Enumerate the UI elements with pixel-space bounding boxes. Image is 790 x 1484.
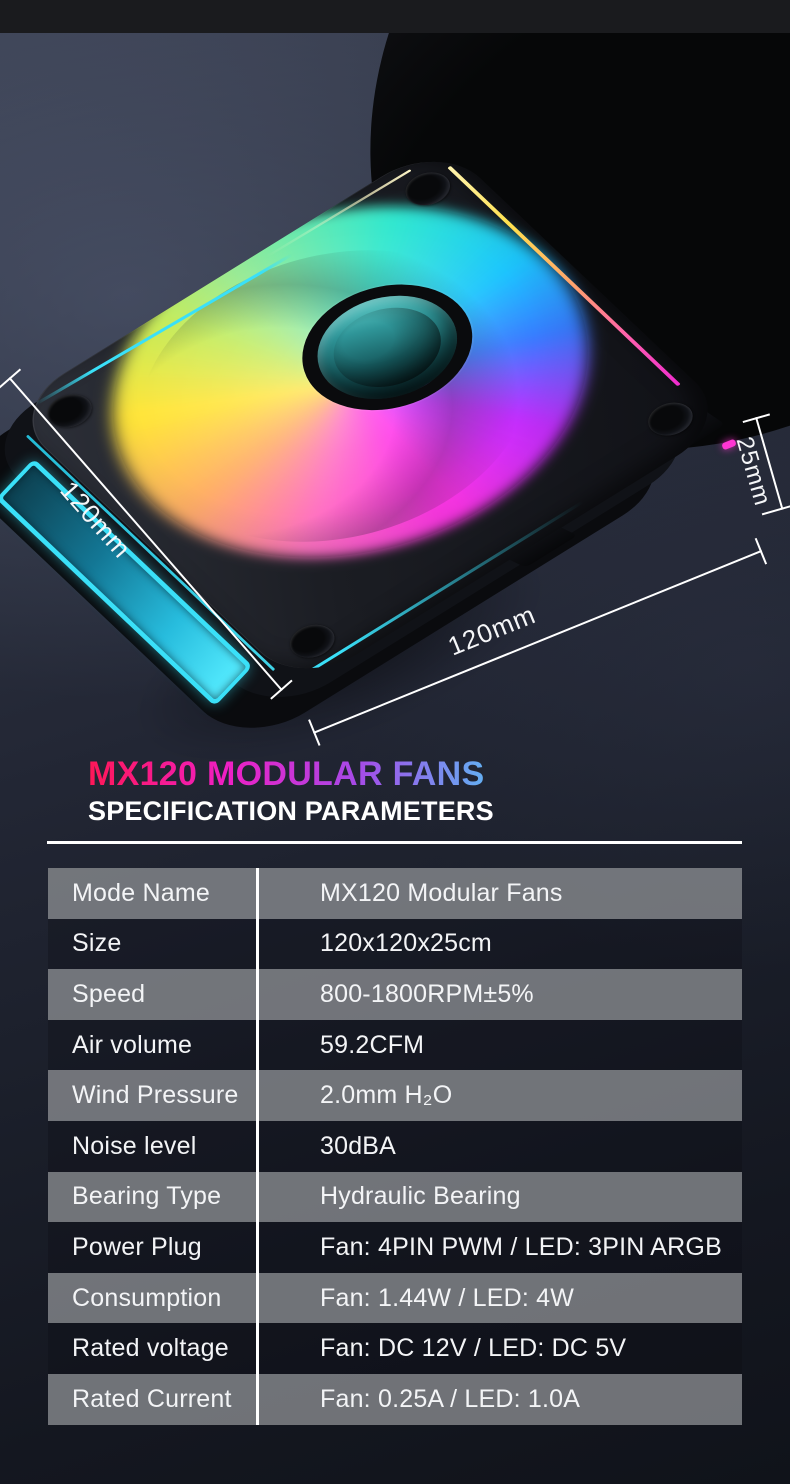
spec-value: Fan: DC 12V / LED: DC 5V [320, 1334, 627, 1363]
spec-row: Air volume 59.2CFM [48, 1019, 742, 1071]
spec-label: Rated voltage [72, 1334, 229, 1363]
spec-value: 800-1800RPM±5% [320, 979, 534, 1008]
spec-label: Bearing Type [72, 1182, 222, 1211]
spec-row: Consumption Fan: 1.44W / LED: 4W [48, 1272, 742, 1324]
heading-divider [47, 841, 742, 844]
spec-value: Fan: 1.44W / LED: 4W [320, 1283, 575, 1312]
spec-value: 2.0mm H₂O [320, 1081, 453, 1110]
spec-label: Power Plug [72, 1232, 202, 1261]
spec-row: Rated Current Fan: 0.25A / LED: 1.0A [48, 1373, 742, 1425]
spec-label: Speed [72, 979, 146, 1008]
spec-label: Rated Current [72, 1384, 232, 1413]
screw-hole [639, 395, 702, 443]
hero-section: 120mm 120mm 25mm [0, 0, 790, 745]
spec-row: Size 120x120x25cm [48, 918, 742, 970]
spec-value: Fan: 4PIN PWM / LED: 3PIN ARGB [320, 1232, 722, 1261]
top-dark-strip [0, 0, 790, 33]
spec-value: Hydraulic Bearing [320, 1182, 521, 1211]
dimension-label-height: 25mm [730, 433, 777, 510]
spec-label: Size [72, 929, 122, 958]
spec-row: Power Plug Fan: 4PIN PWM / LED: 3PIN ARG… [48, 1222, 742, 1273]
spec-value: MX120 Modular Fans [320, 878, 563, 907]
table-column-divider [256, 868, 259, 1425]
spec-row: Rated voltage Fan: DC 12V / LED: DC 5V [48, 1323, 742, 1374]
spec-label: Mode Name [72, 878, 210, 907]
spec-label: Consumption [72, 1283, 222, 1312]
spec-value: 120x120x25cm [320, 929, 492, 958]
spec-value: Fan: 0.25A / LED: 1.0A [320, 1384, 581, 1413]
spec-label: Wind Pressure [72, 1081, 239, 1110]
spec-row: Mode Name MX120 Modular Fans [48, 868, 742, 919]
spec-row: Wind Pressure 2.0mm H₂O [48, 1070, 742, 1121]
spec-row: Speed 800-1800RPM±5% [48, 969, 742, 1020]
spec-heading: SPECIFICATION PARAMETERS [88, 796, 494, 826]
spec-row: Bearing Type Hydraulic Bearing [48, 1171, 742, 1223]
spec-row: Noise level 30dBA [48, 1120, 742, 1172]
spec-table: Mode Name MX120 Modular Fans Size 120x12… [48, 868, 742, 1425]
spec-label: Noise level [72, 1131, 197, 1160]
spec-value: 59.2CFM [320, 1030, 425, 1059]
spec-label: Air volume [72, 1030, 193, 1059]
spec-value: 30dBA [320, 1131, 397, 1160]
product-title: MX120 MODULAR FANS [88, 755, 485, 793]
